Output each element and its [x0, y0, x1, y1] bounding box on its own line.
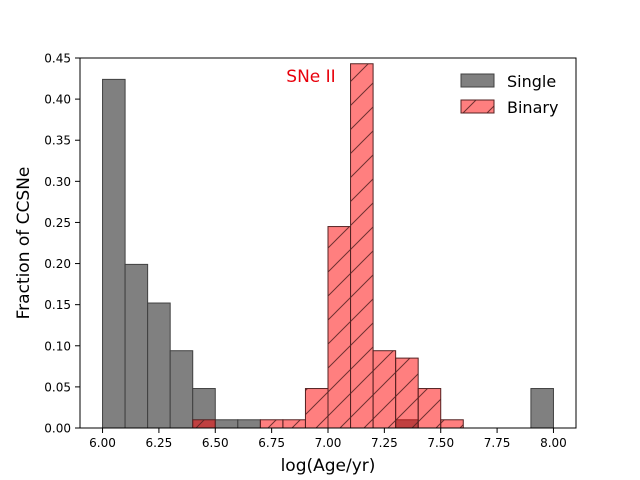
- x-tick-label: 7.25: [371, 436, 398, 450]
- x-tick-label: 7.75: [484, 436, 511, 450]
- y-tick-label: 0.20: [44, 257, 71, 271]
- bar-single-6.5: [214, 419, 239, 429]
- x-tick-label: 6.75: [258, 436, 285, 450]
- bar-single-6.6: [237, 419, 261, 429]
- y-axis-label: Fraction of CCSNe: [14, 167, 34, 320]
- y-axis-ticks: 0.00 0.05 0.10 0.15 0.20 0.25 0.30 0.35 0.40 0.45: [44, 52, 80, 436]
- series-binary-bars: [192, 63, 464, 429]
- x-axis-ticks: 6.00 6.25 6.50 6.75 7.00 7.25 7.50 7.75 8.00: [89, 428, 567, 450]
- bar-hatch-binary-7.0: [328, 226, 351, 428]
- bar-hatch-binary-6.8: [282, 419, 306, 428]
- x-tick-label: 6.25: [146, 436, 173, 450]
- bar-single-6.1: [124, 263, 149, 429]
- y-tick-label: 0.05: [44, 380, 71, 394]
- legend-label-single: Single: [507, 72, 556, 91]
- legend-label-binary: Binary: [507, 98, 558, 117]
- y-tick-label: 0.25: [44, 216, 71, 230]
- x-tick-label: 7.50: [427, 436, 454, 450]
- bar-single-6.3: [169, 350, 194, 429]
- bar-hatch-binary-7.2: [373, 350, 396, 428]
- y-tick-label: 0.00: [44, 422, 71, 436]
- bar-hatch-binary-7.1: [350, 63, 374, 428]
- y-tick-label: 0.35: [44, 134, 71, 148]
- x-tick-label: 7.00: [315, 436, 342, 450]
- x-tick-label: 8.00: [540, 436, 567, 450]
- x-tick-label: 6.50: [202, 436, 229, 450]
- bar-hatch-binary-6.7: [260, 419, 283, 428]
- y-tick-label: 0.40: [44, 93, 71, 107]
- y-tick-label: 0.45: [44, 52, 71, 66]
- bar-single-6.2: [147, 302, 171, 429]
- bar-single-7.9: [530, 388, 554, 429]
- legend-swatch-binary-hatch: [461, 100, 494, 113]
- bar-hatch-binary-7.4: [418, 388, 441, 428]
- sne-ii-annotation: SNe II: [286, 67, 335, 87]
- x-axis-label: log(Age/yr): [281, 456, 376, 476]
- bar-hatch-binary-7.3: [395, 358, 419, 428]
- y-tick-label: 0.10: [44, 339, 71, 353]
- bar-hatch-binary-7.5: [440, 419, 464, 428]
- legend: Single Binary: [460, 72, 558, 117]
- y-tick-label: 0.30: [44, 175, 71, 189]
- bar-hatch-binary-6.4: [192, 419, 216, 428]
- y-tick-label: 0.15: [44, 298, 71, 312]
- bar-hatch-binary-6.9: [305, 388, 328, 428]
- bar-single-6.0: [102, 78, 126, 429]
- x-tick-label: 6.00: [89, 436, 116, 450]
- legend-swatch-single: [460, 73, 495, 88]
